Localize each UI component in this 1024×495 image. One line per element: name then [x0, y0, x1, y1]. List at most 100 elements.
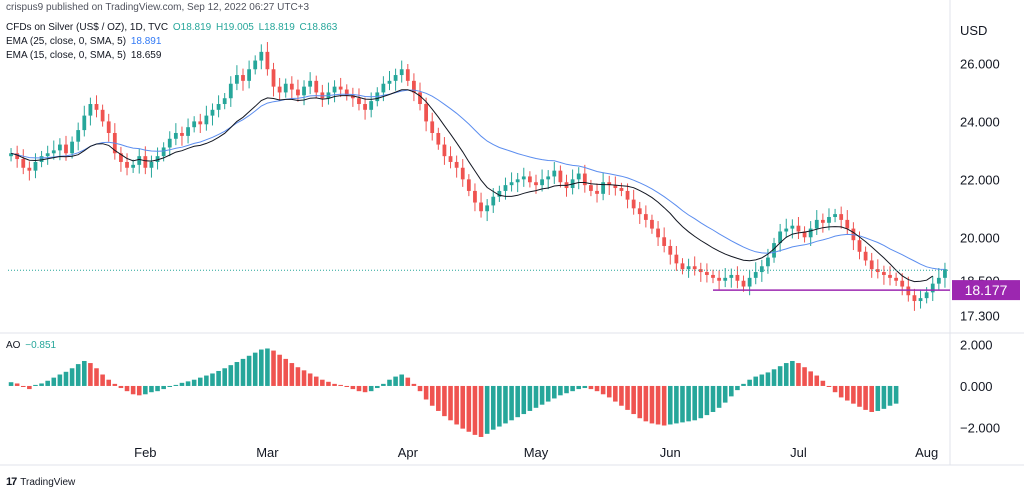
candle-body	[747, 277, 752, 287]
candle-body	[357, 98, 361, 105]
candle-body	[735, 274, 740, 281]
low-value: L18.819	[258, 22, 295, 33]
ao-histogram	[8, 348, 899, 437]
month-tick-label: Mar	[256, 445, 279, 460]
candles-layer	[9, 42, 947, 311]
candle-body	[436, 132, 441, 145]
ao-bar	[405, 377, 411, 386]
ao-bar	[649, 385, 655, 424]
candle-body	[302, 86, 306, 96]
tradingview-brand: TradingView	[20, 476, 76, 488]
candle-body	[143, 156, 148, 168]
candle-body	[674, 254, 679, 264]
ao-bar	[301, 370, 307, 386]
open-value: O18.819	[172, 22, 212, 33]
ema15-legend[interactable]: EMA (15, close, 0, SMA, 5) 18.659	[6, 50, 163, 61]
candle-body	[222, 98, 227, 105]
ao-bar	[820, 380, 826, 386]
candle-body	[82, 115, 87, 131]
ao-bar	[606, 385, 612, 398]
ao-tick-label: 0.000	[960, 379, 993, 394]
candle-body	[753, 272, 758, 278]
candle-body	[796, 225, 801, 232]
candle-body	[216, 104, 221, 110]
ao-bar	[149, 385, 154, 393]
ao-bar	[802, 367, 807, 386]
ema25-label: EMA (25, close, 0, SMA, 5)	[6, 36, 127, 47]
ao-bar	[118, 385, 124, 389]
ema25-legend[interactable]: EMA (25, close, 0, SMA, 5) 18.891	[6, 36, 163, 47]
ao-bar	[313, 376, 319, 386]
candle-body	[705, 272, 709, 275]
ao-bar	[619, 385, 624, 406]
ao-bar	[368, 385, 374, 392]
ao-bar	[216, 370, 221, 386]
ao-bar	[234, 362, 240, 386]
candle-body	[607, 182, 612, 186]
ao-bar	[692, 385, 697, 421]
symbol-description[interactable]: CFDs on Silver (US$ / OZ), 1D, TVC	[6, 22, 169, 33]
ao-bar	[69, 368, 75, 386]
ao-legend[interactable]: AO −0.851	[6, 340, 58, 351]
candle-body	[119, 153, 123, 162]
ao-bar	[478, 385, 484, 437]
price-tick-label: 26.000	[960, 56, 1000, 71]
candle-body	[88, 104, 93, 116]
candle-body	[192, 121, 197, 128]
support-layer: 18.177	[713, 280, 1020, 301]
ao-bar	[51, 377, 57, 386]
candle-body	[350, 95, 355, 99]
candle-body	[106, 121, 111, 133]
ao-bar	[75, 364, 81, 386]
candle-body	[845, 219, 850, 229]
ao-bar	[399, 374, 404, 386]
candle-body	[546, 176, 551, 180]
ao-axis[interactable]: 2.000 0.000 −2.000	[960, 337, 1000, 435]
candle-body	[33, 161, 38, 171]
ao-bar	[838, 385, 844, 398]
ao-tick-label: −2.000	[960, 421, 1000, 436]
candle-body	[155, 156, 160, 162]
ao-bar	[460, 385, 466, 429]
candle-body	[167, 138, 172, 148]
ao-bar	[350, 385, 356, 390]
candle-body	[424, 104, 429, 122]
candle-body	[100, 109, 105, 122]
ema-layer	[8, 89, 950, 283]
ao-bar	[374, 385, 380, 389]
ao-bar	[362, 385, 368, 393]
candle-body	[21, 159, 26, 168]
ao-bar	[667, 385, 673, 425]
ao-bar	[808, 371, 813, 386]
candle-body	[784, 228, 789, 232]
candle-body	[363, 104, 367, 110]
ao-bar	[509, 385, 514, 421]
candle-body	[943, 269, 947, 278]
ao-bar	[57, 374, 63, 386]
ao-bar	[686, 385, 691, 422]
ao-bar	[265, 348, 270, 386]
candle-body	[900, 280, 905, 287]
candle-body	[882, 272, 886, 275]
candle-body	[650, 219, 654, 229]
ao-bar	[112, 383, 118, 386]
candle-body	[686, 266, 691, 270]
ao-bar	[893, 385, 899, 404]
candle-body	[412, 80, 416, 93]
candle-body	[485, 205, 490, 212]
candle-body	[15, 153, 20, 160]
candle-body	[289, 83, 294, 90]
ao-bar	[27, 385, 32, 390]
time-axis[interactable]: FebMarAprMayJunJulAugSep	[134, 445, 1024, 460]
ao-bar	[826, 385, 832, 387]
candle-body	[51, 150, 56, 154]
ao-bar	[521, 385, 527, 415]
candle-body	[778, 231, 783, 244]
tradingview-logo[interactable]: 17 TradingView	[6, 476, 75, 488]
ao-bar	[179, 382, 185, 386]
ao-bar	[204, 375, 209, 386]
candle-body	[479, 202, 483, 212]
candle-body	[790, 225, 795, 229]
